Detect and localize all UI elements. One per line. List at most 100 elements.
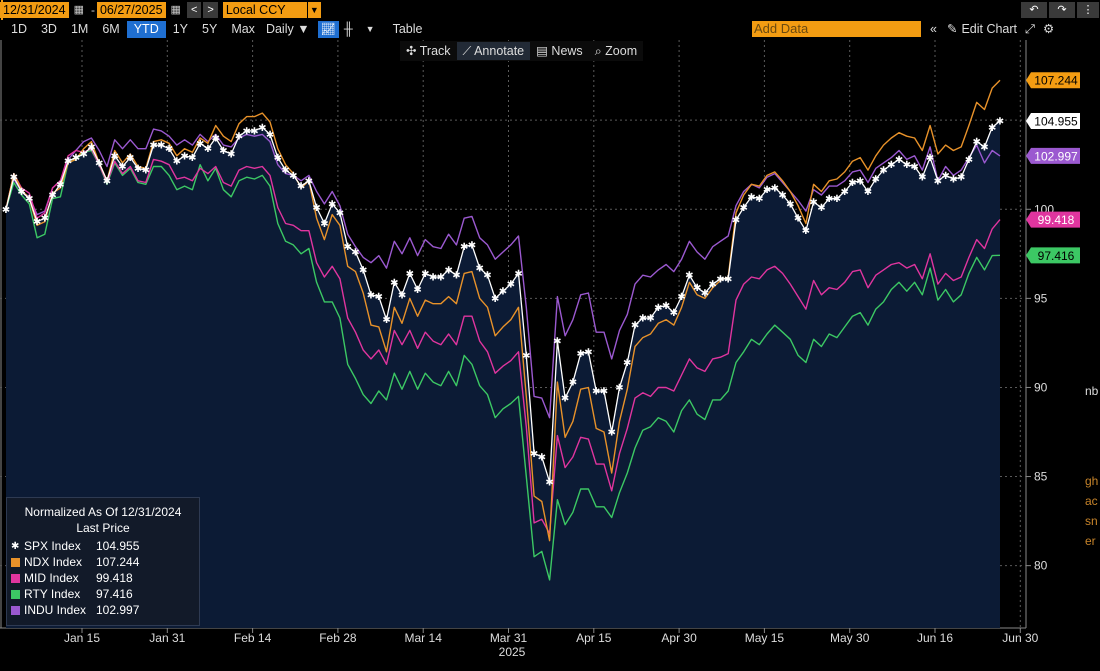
spx-point: ✱ bbox=[312, 203, 320, 214]
undo-icon[interactable]: ↶ bbox=[1021, 2, 1047, 18]
spx-point: ✱ bbox=[468, 240, 476, 251]
spx-point: ✱ bbox=[576, 349, 584, 360]
end-date-input[interactable]: 06/27/2025 bbox=[96, 2, 166, 18]
spx-point: ✱ bbox=[825, 194, 833, 205]
clipped-text: sn bbox=[1085, 514, 1098, 528]
news-button[interactable]: ▤ News bbox=[530, 42, 589, 60]
spx-point: ✱ bbox=[522, 351, 530, 362]
chevron-right-icon[interactable]: > bbox=[203, 2, 218, 18]
bar-chart-icon[interactable]: ╫ bbox=[343, 22, 353, 36]
crosshair-icon: ✣ bbox=[406, 44, 420, 58]
spx-point: ✱ bbox=[17, 187, 25, 198]
spx-point: ✱ bbox=[211, 134, 219, 145]
spx-point: ✱ bbox=[157, 141, 165, 152]
more-icon[interactable]: ⋮ bbox=[1077, 2, 1099, 18]
legend-item[interactable]: MID Index 99.418 bbox=[7, 570, 199, 586]
clipped-text: ac bbox=[1085, 494, 1098, 508]
range-ytd[interactable]: YTD bbox=[126, 21, 166, 38]
chevron-left-icon[interactable]: < bbox=[186, 2, 202, 18]
spx-point: ✱ bbox=[747, 192, 755, 203]
x-tick-label: Jun 16 bbox=[917, 631, 953, 645]
table-button[interactable]: Table bbox=[392, 22, 423, 36]
legend-item-value: 107.244 bbox=[96, 555, 140, 569]
spx-point: ✱ bbox=[778, 191, 786, 202]
start-date-input[interactable]: 12/31/2024 bbox=[0, 2, 69, 18]
clipped-text: nb bbox=[1085, 384, 1099, 398]
spx-point: ✱ bbox=[476, 264, 484, 275]
gear-icon[interactable]: ⚙ bbox=[1043, 22, 1055, 36]
legend-item[interactable]: ✱ SPX Index 104.955 bbox=[7, 538, 199, 554]
spx-point: ✱ bbox=[343, 242, 351, 253]
spx-point: ✱ bbox=[149, 141, 157, 152]
range-1m[interactable]: 1M bbox=[70, 22, 89, 36]
range-max[interactable]: Max bbox=[231, 22, 255, 36]
annotate-label: Annotate bbox=[474, 44, 525, 58]
spx-point: ✱ bbox=[755, 194, 763, 205]
history-buttons: ↶ ↷ ⋮ bbox=[1020, 2, 1100, 18]
series-line-indu bbox=[5, 128, 1001, 419]
spx-point: ✱ bbox=[421, 269, 429, 280]
spx-point: ✱ bbox=[305, 176, 313, 187]
currency-select[interactable]: Local CCY bbox=[222, 2, 307, 18]
annotate-button[interactable]: ⟋ Annotate bbox=[456, 42, 531, 60]
spx-point: ✱ bbox=[173, 157, 181, 168]
star-icon: ✱ bbox=[11, 540, 20, 552]
line-chart-icon[interactable]: 📈︎ bbox=[317, 21, 339, 38]
legend-swatch bbox=[11, 589, 20, 599]
range-1y[interactable]: 1Y bbox=[172, 22, 189, 36]
spx-point: ✱ bbox=[328, 199, 336, 210]
spx-point: ✱ bbox=[615, 383, 623, 394]
spx-point: ✱ bbox=[918, 173, 926, 184]
frequency-select[interactable]: Daily ▼ bbox=[265, 22, 310, 36]
x-tick-label: Jan 31 bbox=[149, 631, 185, 645]
legend-swatch bbox=[11, 557, 20, 567]
spx-point: ✱ bbox=[895, 155, 903, 166]
range-6m[interactable]: 6M bbox=[102, 22, 120, 36]
calendar-icon[interactable]: ▦ bbox=[69, 2, 88, 18]
last-price-tag bbox=[1026, 147, 1080, 164]
last-price-label: 107.244 bbox=[1034, 74, 1078, 88]
range-5y[interactable]: 5Y bbox=[202, 22, 218, 36]
spx-point: ✱ bbox=[608, 428, 616, 439]
zoom-button[interactable]: ⌕ Zoom bbox=[589, 42, 643, 60]
spx-point: ✱ bbox=[693, 283, 701, 294]
spx-point: ✱ bbox=[41, 214, 49, 225]
legend-item-name: NDX Index bbox=[24, 555, 83, 569]
spx-point: ✱ bbox=[118, 162, 126, 173]
spx-point: ✱ bbox=[227, 150, 235, 161]
spx-point: ✱ bbox=[887, 160, 895, 171]
spx-point: ✱ bbox=[235, 132, 243, 143]
y-tick-label: 90 bbox=[1034, 380, 1048, 394]
collapse-icon[interactable]: « bbox=[930, 22, 937, 36]
legend-item[interactable]: NDX Index 107.244 bbox=[7, 554, 199, 570]
chart-actions: « ✎ Edit Chart ⤢ ⚙ bbox=[924, 21, 1058, 38]
x-tick-label: Jun 30 bbox=[1002, 631, 1038, 645]
edit-chart-button[interactable]: Edit Chart bbox=[961, 22, 1018, 36]
spx-point: ✱ bbox=[569, 378, 577, 389]
spx-point: ✱ bbox=[243, 126, 251, 137]
spx-point: ✱ bbox=[879, 166, 887, 177]
calendar-icon[interactable]: ▦ bbox=[166, 2, 185, 18]
spx-point: ✱ bbox=[64, 157, 72, 168]
track-button[interactable]: ✣ Track bbox=[400, 42, 457, 60]
add-data-input[interactable]: Add Data bbox=[752, 21, 921, 37]
spx-point: ✱ bbox=[561, 394, 569, 405]
last-price-label: 104.955 bbox=[1034, 114, 1078, 128]
redo-icon[interactable]: ↷ bbox=[1049, 2, 1075, 18]
legend-item-name: INDU Index bbox=[24, 603, 87, 617]
spx-point: ✱ bbox=[654, 303, 662, 314]
chevron-down-icon[interactable]: ▼ bbox=[307, 2, 321, 18]
range-3d[interactable]: 3D bbox=[40, 22, 57, 36]
spx-point: ✱ bbox=[258, 123, 266, 134]
legend-item[interactable]: RTY Index 97.416 bbox=[7, 586, 199, 602]
spx-point: ✱ bbox=[219, 146, 227, 157]
expand-icon[interactable]: ⤢ bbox=[1025, 22, 1036, 36]
range-1d[interactable]: 1D bbox=[11, 22, 27, 36]
legend-item[interactable]: INDU Index 102.997 bbox=[7, 602, 199, 618]
chevron-down-icon[interactable]: ▼ bbox=[365, 24, 375, 34]
spx-point: ✱ bbox=[375, 292, 383, 303]
spx-point: ✱ bbox=[545, 477, 553, 488]
last-price-tag bbox=[1026, 247, 1080, 264]
edit-pencil-icon[interactable]: ✎ bbox=[946, 22, 958, 36]
last-price-tag bbox=[1026, 72, 1080, 89]
